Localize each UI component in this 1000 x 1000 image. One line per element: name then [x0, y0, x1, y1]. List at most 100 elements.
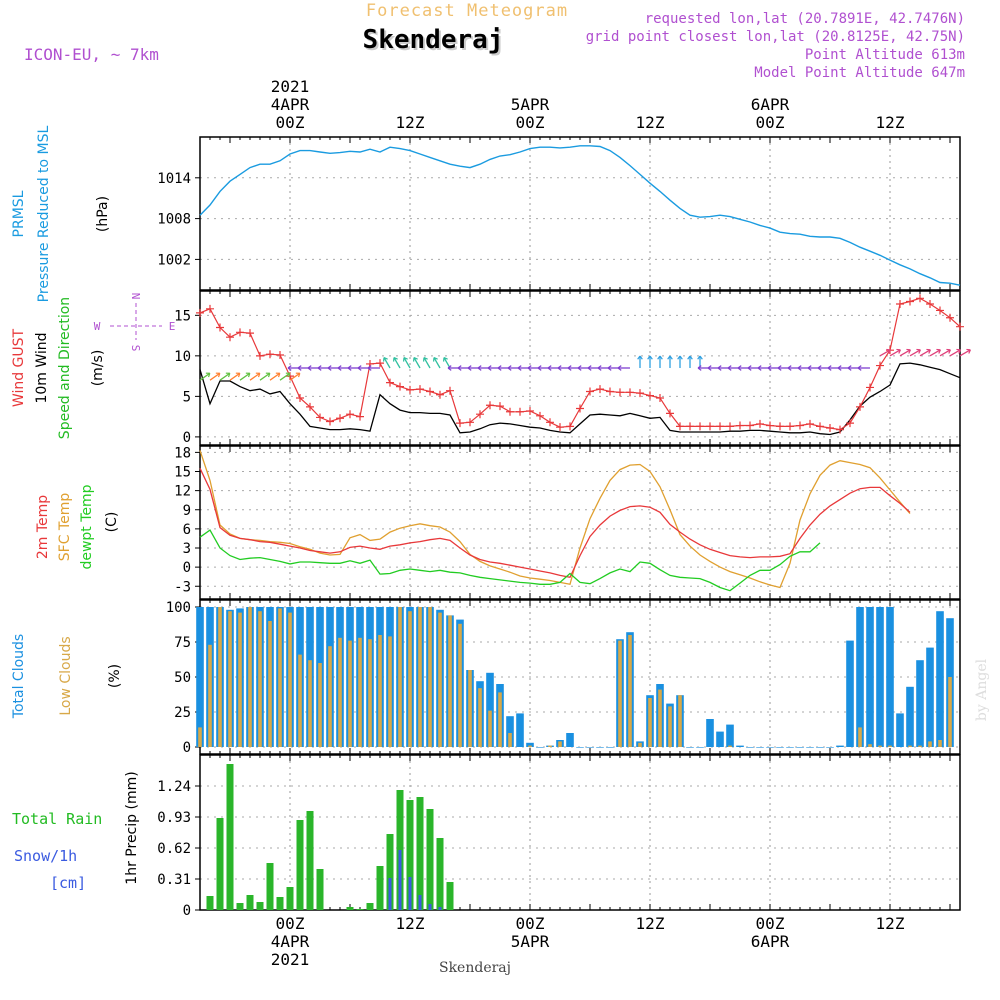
- gust-marker: [296, 393, 304, 402]
- wind-arrow-head: [647, 355, 653, 360]
- wind-arrow: [899, 349, 911, 357]
- compass-s: S: [129, 345, 142, 352]
- gust-marker: [336, 414, 344, 423]
- wind-arrow: [443, 357, 451, 369]
- wind-arrow-head: [847, 365, 852, 371]
- low-cloud-bar: [658, 689, 662, 747]
- gust-marker: [346, 410, 354, 419]
- rain-bar: [376, 866, 384, 910]
- low-cloud-bar: [868, 744, 872, 747]
- top-time-label: 00Z: [756, 113, 785, 132]
- total-cloud-bar: [826, 747, 834, 748]
- low-cloud-bar: [678, 695, 682, 747]
- wind-ytick-label: 0: [183, 430, 191, 446]
- low-cloud-bar: [618, 640, 622, 747]
- gust-marker: [646, 391, 654, 400]
- wind-arrow-head: [517, 365, 522, 371]
- wind-arrow: [249, 372, 261, 381]
- total-cloud-bar: [906, 686, 914, 747]
- rain-bar: [306, 811, 314, 910]
- low-cloud-bar: [918, 745, 922, 747]
- wind-unit: (m/s): [90, 350, 106, 387]
- rain-bar: [226, 764, 234, 910]
- compass-icon: N S W E: [94, 293, 176, 352]
- wind-arrow-head: [285, 372, 291, 378]
- total-cloud-bar: [866, 607, 874, 747]
- low-cloud-bar: [398, 607, 402, 747]
- wind-labels: Wind GUST 10m Wind Speed and Direction (…: [11, 293, 175, 440]
- total-cloud-bar: [816, 747, 824, 748]
- snow-bar: [408, 877, 412, 910]
- wind-arrow-head: [327, 365, 332, 371]
- low-cloud-bar: [218, 607, 222, 747]
- temp-labels: 2m Temp SFC Temp dewpt Temp (C): [35, 484, 120, 569]
- low-cloud-bar: [558, 741, 562, 747]
- total-cloud-bar: [606, 747, 614, 748]
- wind-arrow-head: [245, 372, 251, 378]
- pressure-ytick-label: 1008: [157, 212, 191, 228]
- total-clouds-label: Total Clouds: [11, 634, 27, 719]
- wind-arrow-head: [966, 348, 971, 354]
- pressure-frame: [199, 136, 961, 291]
- total-cloud-bar: [746, 747, 754, 748]
- chart-title: Forecast Meteogram: [366, 1, 568, 21]
- precip-ytick-label: 0.31: [157, 872, 191, 888]
- temp-ytick-label: 0: [183, 560, 191, 576]
- wind10m-line: [199, 362, 961, 436]
- wind-arrow: [929, 349, 941, 357]
- wind-arrow-head: [667, 355, 673, 360]
- top-time-label: 12Z: [636, 113, 665, 132]
- low-cloud-bar: [358, 637, 362, 747]
- wind-arrow-head: [757, 365, 762, 371]
- gust-marker: [706, 422, 714, 431]
- wind-arrow-head: [956, 348, 961, 354]
- total-cloud-bar: [766, 747, 774, 748]
- low-cloud-bar: [938, 740, 942, 747]
- wind-arrow-head: [677, 355, 683, 360]
- total-cloud-bar: [596, 747, 604, 748]
- gust-marker: [456, 419, 464, 428]
- total-cloud-bar: [586, 747, 594, 748]
- gust-marker: [406, 385, 414, 394]
- wind-arrow-head: [617, 365, 622, 371]
- wind-arrow-head: [255, 372, 261, 378]
- gust-marker: [356, 412, 364, 421]
- wind-arrow-head: [737, 365, 742, 371]
- low-cloud-bar: [668, 706, 672, 747]
- gust-marker: [826, 423, 834, 432]
- rain-bar: [406, 800, 414, 910]
- wind-arrow-head: [936, 348, 941, 354]
- total-cloud-bar: [756, 747, 764, 748]
- low-cloud-bar: [298, 654, 302, 747]
- low-cloud-bar: [288, 612, 292, 747]
- gust-marker: [476, 410, 484, 419]
- requested-coords: requested lon,lat (20.7891E, 42.7476N): [645, 11, 965, 27]
- low-cloud-bar: [548, 745, 552, 747]
- rain-bar: [416, 797, 424, 910]
- wind-arrow-head: [946, 348, 951, 354]
- wind-arrow-head: [317, 365, 322, 371]
- gust-marker: [806, 419, 814, 428]
- gust-marker: [326, 417, 334, 426]
- point-altitude: Point Altitude 613m: [805, 47, 965, 63]
- gust-marker: [776, 422, 784, 431]
- wind-arrow-head: [747, 365, 752, 371]
- gust-marker: [756, 419, 764, 428]
- wind-arrow-head: [337, 365, 342, 371]
- low-cloud-bar: [858, 727, 862, 747]
- sfc-temp-label: SFC Temp: [57, 493, 73, 562]
- wind-arrow-head: [307, 365, 312, 371]
- low-cloud-bar: [928, 741, 932, 747]
- wind-arrow-head: [527, 365, 532, 371]
- wind-arrow-head: [577, 365, 582, 371]
- wind-arrow: [909, 349, 921, 357]
- rain-bar: [246, 895, 254, 910]
- wind-arrow-head: [392, 357, 398, 362]
- rain-bar: [286, 887, 294, 910]
- wind-arrow: [393, 357, 401, 369]
- gust-marker: [636, 389, 644, 398]
- clouds-panel: 100 75 50 25 0: [166, 599, 961, 756]
- total-cloud-bar: [896, 713, 904, 747]
- bottom-time-label: 2021: [271, 950, 310, 969]
- low-cloud-bar: [628, 635, 632, 747]
